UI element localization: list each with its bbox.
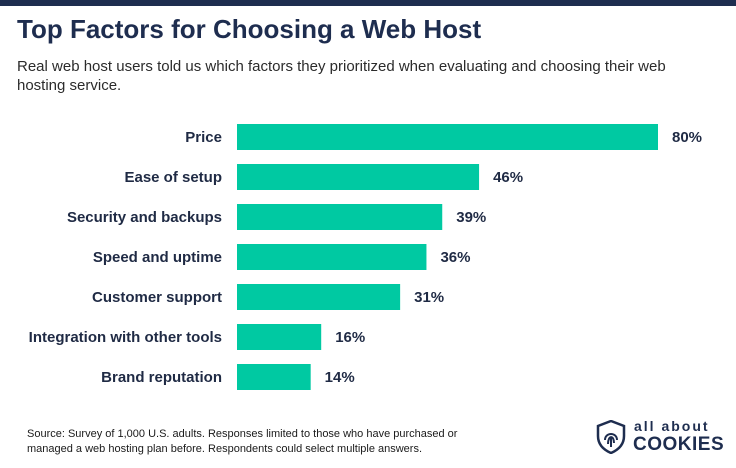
bar-chart: Price 80% Ease of setup 46% Security and bac…: [29, 124, 702, 390]
category-label: Price: [185, 129, 222, 146]
page-subtitle: Real web host users told us which factor…: [17, 58, 666, 94]
value-label: 16%: [335, 329, 365, 346]
bar: [237, 164, 480, 190]
category-label: Security and backups: [67, 209, 222, 226]
value-label: 36%: [440, 249, 470, 266]
fingerprint-shield-icon: [596, 420, 626, 454]
source-note: Source: Survey of 1,000 U.S. adults. Res…: [27, 428, 458, 455]
value-label: 14%: [325, 369, 355, 386]
category-label: Ease of setup: [124, 169, 222, 186]
brand-logo: all about COOKIES: [596, 418, 725, 458]
bar: [237, 204, 443, 230]
value-label: 80%: [672, 129, 702, 146]
category-label: Integration with other tools: [29, 329, 222, 346]
bar: [237, 364, 311, 390]
page-title: Top Factors for Choosing a Web Host: [17, 14, 482, 44]
bar: [237, 124, 658, 150]
logo-text-top: all about: [634, 418, 710, 434]
value-label: 46%: [493, 169, 523, 186]
category-label: Speed and uptime: [93, 249, 222, 266]
category-label: Brand reputation: [101, 369, 222, 386]
bar: [237, 324, 322, 350]
logo-text-bottom: COOKIES: [633, 434, 725, 455]
top-accent-bar: [0, 0, 736, 6]
category-label: Customer support: [92, 289, 222, 306]
value-label: 39%: [456, 209, 486, 226]
bar: [237, 244, 427, 270]
value-label: 31%: [414, 289, 444, 306]
bar: [237, 284, 401, 310]
